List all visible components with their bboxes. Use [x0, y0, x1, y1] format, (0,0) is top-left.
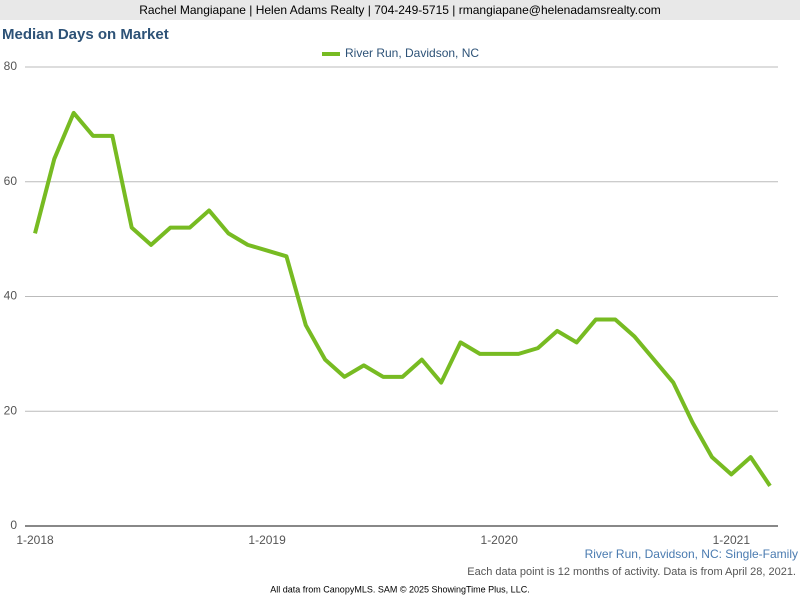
footer: All data from CanopyMLS. SAM © 2025 Show…: [270, 584, 529, 594]
subtitle: River Run, Davidson, NC: Single-Family: [585, 547, 798, 561]
y-tick-label: 60: [4, 174, 18, 188]
note: Each data point is 12 months of activity…: [467, 566, 796, 578]
y-tick-label: 0: [10, 518, 17, 532]
data-line: [33, 110, 772, 487]
legend-label: River Run, Davidson, NC: [345, 46, 479, 60]
y-tick-label: 40: [4, 289, 18, 303]
y-tick-label: 20: [4, 403, 18, 417]
x-tick-label: 1-2018: [16, 533, 54, 547]
header-bar: [0, 0, 800, 20]
chart-title: Median Days on Market: [2, 26, 169, 43]
x-tick-label: 1-2020: [481, 533, 519, 547]
x-tick-label: 1-2021: [713, 533, 751, 547]
header: Rachel Mangiapane | Helen Adams Realty |…: [139, 3, 661, 17]
x-tick-label: 1-2019: [248, 533, 286, 547]
y-tick-label: 80: [4, 59, 18, 73]
